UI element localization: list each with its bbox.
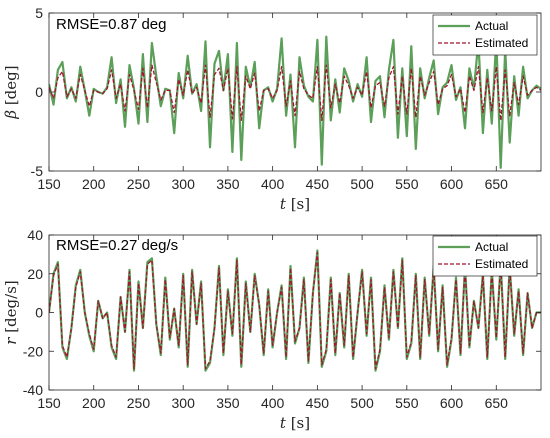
legend-label-estimated: Estimated: [475, 36, 528, 50]
x-tick-label: 200: [82, 176, 106, 192]
x-tick-label: 300: [172, 176, 196, 192]
y-tick-label: -5: [31, 163, 44, 179]
x-tick-label: 500: [350, 176, 374, 192]
x-tick-label: 650: [485, 395, 509, 411]
x-tick-label: 350: [216, 176, 240, 192]
series-line-actual: [49, 35, 541, 169]
series-line-estimated: [49, 251, 541, 370]
x-tick-label: 600: [440, 176, 464, 192]
chart-panel-1: 150 200 250 300 350 400 450 500 550 600 650 -5 0 5 t […: [2, 5, 542, 213]
x-tick-label: 150: [37, 176, 61, 192]
x-tick-label: 550: [395, 176, 419, 192]
y-axis-label: β [deg]: [2, 65, 20, 119]
x-tick-label: 650: [485, 176, 509, 192]
y-axis-label: r [deg/s]: [2, 280, 20, 344]
x-tick-label: 450: [306, 176, 330, 192]
y-tick-label: 5: [35, 5, 43, 21]
y-tick-label: -20: [23, 343, 43, 359]
x-tick-label: 500: [350, 395, 374, 411]
y-tick-label: 40: [27, 227, 43, 243]
x-tick-label: 450: [306, 395, 330, 411]
legend-label-actual: Actual: [475, 240, 508, 254]
y-tick-label: -40: [23, 382, 43, 398]
rmse-annotation: RMSE=0.27 deg/s: [56, 237, 178, 254]
x-tick-label: 550: [395, 395, 419, 411]
legend-label-actual: Actual: [475, 19, 508, 33]
legend: Actual Estimated: [432, 235, 538, 277]
y-tick-label: 20: [27, 266, 43, 282]
x-axis-label: t [s]: [280, 195, 310, 213]
legend-label-estimated: Estimated: [475, 257, 528, 271]
y-tick-label: 0: [35, 84, 43, 100]
x-tick-label: 400: [261, 395, 285, 411]
legend-box: [432, 14, 538, 56]
rmse-annotation: RMSE=0.87 deg: [56, 16, 167, 33]
y-tick-label: 0: [35, 305, 43, 321]
x-tick-label: 250: [127, 176, 151, 192]
legend-box: [432, 235, 538, 277]
x-tick-label: 300: [172, 395, 196, 411]
x-tick-label: 200: [82, 395, 106, 411]
x-tick-label: 400: [261, 176, 285, 192]
x-tick-label: 600: [440, 395, 464, 411]
x-tick-label: 350: [216, 395, 240, 411]
chart-panel-2: 150 200 250 300 350 400 450 500 550 600 650 -40 -20 0…: [2, 227, 542, 432]
x-tick-label: 150: [37, 395, 61, 411]
x-axis-label: t [s]: [280, 414, 310, 432]
legend: Actual Estimated: [432, 14, 538, 56]
series-line-estimated: [49, 64, 541, 122]
x-tick-label: 250: [127, 395, 151, 411]
